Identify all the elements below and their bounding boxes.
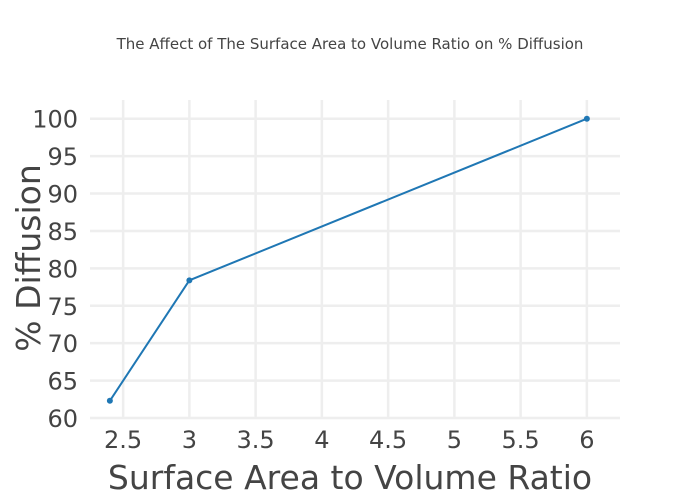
x-tick-label: 2.5 xyxy=(104,426,142,454)
x-tick-label: 3.5 xyxy=(237,426,275,454)
y-axis-title: % Diffusion xyxy=(9,164,48,352)
x-tick-label: 5 xyxy=(447,426,462,454)
x-tick-label: 5.5 xyxy=(502,426,540,454)
y-tick-label: 80 xyxy=(47,255,78,283)
y-tick-labels: 60 65 70 75 80 85 90 95 100 xyxy=(32,106,78,433)
x-tick-label: 3 xyxy=(182,426,197,454)
y-tick-label: 85 xyxy=(47,218,78,246)
y-tick-label: 60 xyxy=(47,405,78,433)
x-tick-labels: 2.5 3 3.5 4 4.5 5 5.5 6 xyxy=(104,426,594,454)
y-tick-label: 90 xyxy=(47,181,78,209)
x-tick-label: 4.5 xyxy=(369,426,407,454)
data-point[interactable] xyxy=(186,277,193,284)
data-series xyxy=(106,115,590,404)
y-tick-label: 100 xyxy=(32,106,78,134)
chart-title: The Affect of The Surface Area to Volume… xyxy=(116,35,584,53)
x-axis-title: Surface Area to Volume Ratio xyxy=(108,458,592,497)
series-line xyxy=(109,117,588,402)
grid xyxy=(90,100,620,420)
y-tick-label: 75 xyxy=(47,293,78,321)
x-tick-label: 4 xyxy=(314,426,329,454)
y-tick-label: 65 xyxy=(47,368,78,396)
y-tick-label: 70 xyxy=(47,330,78,358)
x-tick-label: 6 xyxy=(579,426,594,454)
data-point[interactable] xyxy=(106,397,113,404)
data-point[interactable] xyxy=(583,115,590,122)
y-tick-label: 95 xyxy=(47,143,78,171)
